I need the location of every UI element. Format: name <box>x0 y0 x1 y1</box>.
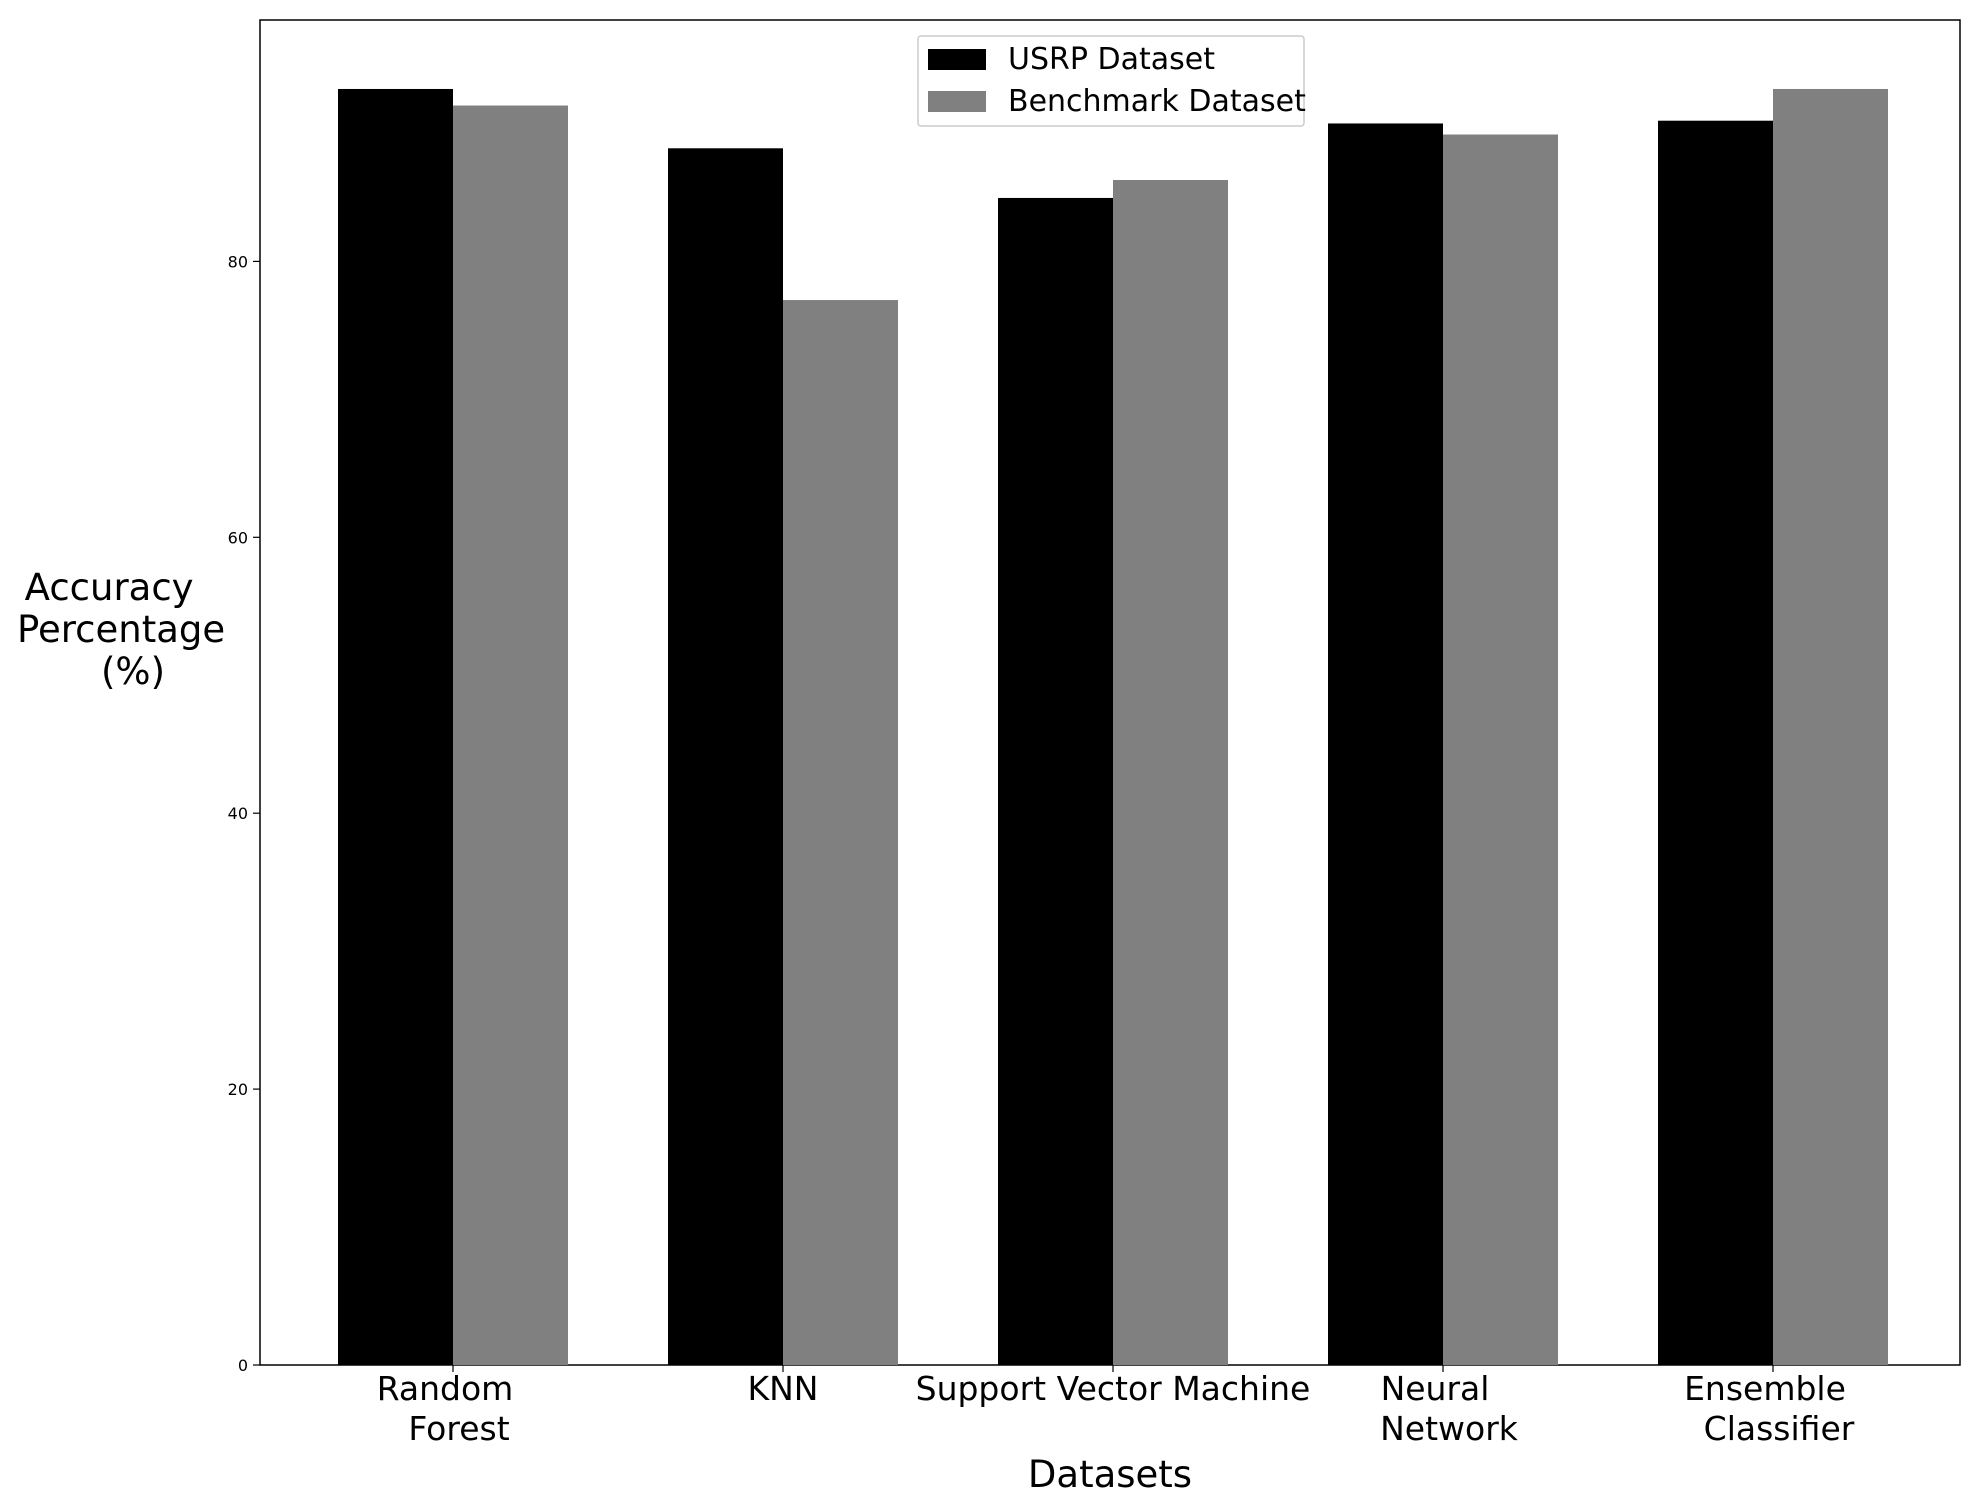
x-axis: Random Forest KNN Support Vector Machine Neu… <box>377 1365 1855 1448</box>
bar-benchmark-3 <box>1443 134 1558 1365</box>
bar-benchmark-4 <box>1773 88 1888 1365</box>
legend-label-usrp: USRP Dataset <box>1008 42 1215 77</box>
y-axis: 0 20 40 60 80 <box>228 252 260 1375</box>
x-tick-label-0-line-0: Random <box>377 1369 514 1408</box>
y-axis-title-line-1: Accuracy <box>25 566 194 609</box>
legend: USRP Dataset Benchmark Dataset <box>917 35 1306 127</box>
y-axis-title-line-3: (%) <box>101 650 165 693</box>
y-axis-title-line-2: Percentage <box>17 608 225 651</box>
bars <box>338 88 1888 1366</box>
legend-label-benchmark: Benchmark Dataset <box>1008 84 1306 119</box>
legend-swatch-benchmark <box>928 91 986 112</box>
bar-usrp-1 <box>668 148 783 1365</box>
x-tick-label-4: Ensemble Classifier <box>1684 1369 1855 1448</box>
x-tick-label-4-line-1: Classifier <box>1704 1409 1855 1448</box>
x-tick-label-2-line-0: Support Vector Machine <box>916 1369 1311 1408</box>
bar-benchmark-2 <box>1113 180 1228 1365</box>
y-tick-label-1: 20 <box>228 1080 248 1099</box>
x-tick-label-0: Random Forest <box>377 1369 514 1448</box>
y-axis-title: Accuracy Percentage (%) <box>17 566 237 693</box>
x-tick-label-3-line-0: Neural <box>1381 1369 1490 1408</box>
y-tick-label-0: 0 <box>238 1356 248 1375</box>
bar-usrp-2 <box>998 197 1113 1365</box>
x-tick-label-3: Neural Network <box>1380 1369 1519 1448</box>
legend-swatch-usrp <box>928 49 986 70</box>
bar-benchmark-1 <box>783 300 898 1365</box>
x-tick-label-4-line-0: Ensemble <box>1684 1369 1846 1408</box>
y-tick-label-3: 60 <box>228 528 248 547</box>
x-tick-label-2: Support Vector Machine <box>916 1369 1311 1408</box>
y-tick-label-2: 40 <box>228 804 248 823</box>
y-tick-label-4: 80 <box>228 252 248 271</box>
x-tick-label-1: KNN <box>747 1369 818 1408</box>
x-tick-label-3-line-1: Network <box>1380 1409 1519 1448</box>
bar-usrp-0 <box>338 88 453 1365</box>
bar-usrp-4 <box>1658 120 1773 1366</box>
x-axis-title: Datasets <box>1028 1453 1192 1496</box>
x-tick-label-1-line-0: KNN <box>747 1369 818 1408</box>
legend-frame <box>917 35 1305 127</box>
plot-area <box>259 19 1961 1366</box>
bar-benchmark-0 <box>453 105 568 1366</box>
x-tick-label-0-line-1: Forest <box>408 1409 509 1448</box>
bar-usrp-3 <box>1328 123 1443 1365</box>
